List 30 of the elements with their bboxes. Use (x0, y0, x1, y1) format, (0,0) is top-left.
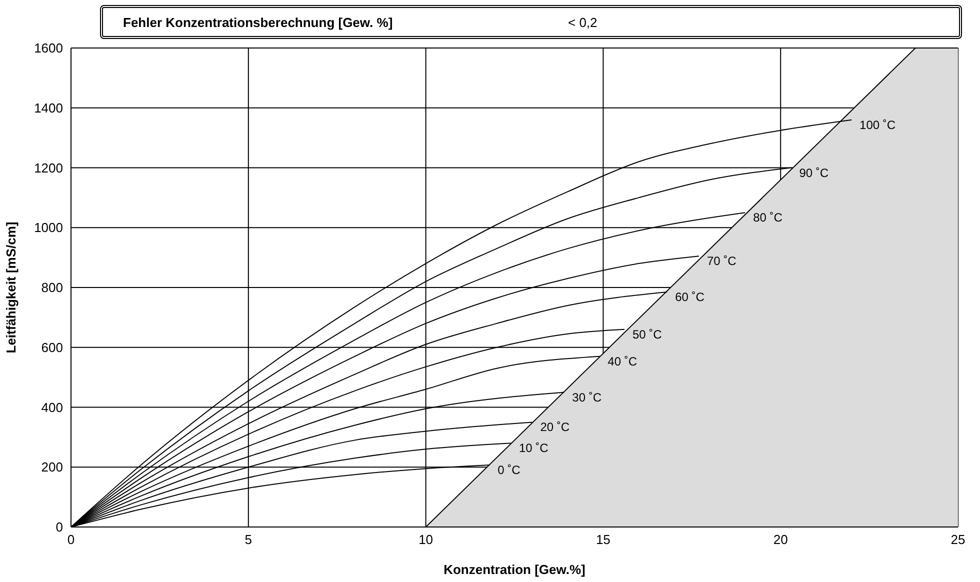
y-tick-label: 800 (41, 280, 63, 296)
series-label: 90 ˚C (799, 166, 829, 180)
y-tick-label: 1600 (34, 40, 63, 56)
series-label: 60 ˚C (675, 290, 705, 304)
y-tick-label: 1200 (34, 160, 63, 176)
series-label: 50 ˚C (632, 327, 662, 342)
series-label: 0 ˚C (498, 463, 521, 478)
series-label: 30 ˚C (572, 390, 602, 404)
y-tick-label: 1400 (34, 100, 63, 116)
series-label: 70 ˚C (706, 254, 737, 268)
y-tick-label: 1000 (34, 220, 63, 236)
x-tick-label: 25 (950, 532, 966, 548)
x-tick-label: 0 (67, 532, 75, 548)
chart-title: Fehler Konzentrationsberechnung [Gew. %] (123, 14, 394, 30)
y-tick-label: 200 (41, 460, 63, 475)
series-label: 80 ˚C (753, 210, 783, 225)
x-tick-label: 20 (773, 532, 788, 548)
x-axis-title: Konzentration [Gew.%] (444, 562, 586, 577)
series-label: 40 ˚C (608, 354, 638, 368)
series-label: 10 ˚C (518, 441, 549, 456)
series-label: 100 ˚C (860, 118, 896, 132)
text: < 0,2 (568, 14, 598, 30)
x-tick-label: 5 (244, 532, 252, 548)
y-tick-label: 0 (56, 520, 63, 535)
y-tick-label: 400 (41, 400, 63, 415)
y-tick-label: 600 (41, 340, 63, 355)
y-axis-title: Leitfähigkeit [mS/cm] (4, 222, 19, 354)
series-label: 20 ˚C (540, 420, 570, 434)
x-tick-label: 15 (596, 532, 610, 548)
x-tick-label: 10 (418, 532, 434, 548)
